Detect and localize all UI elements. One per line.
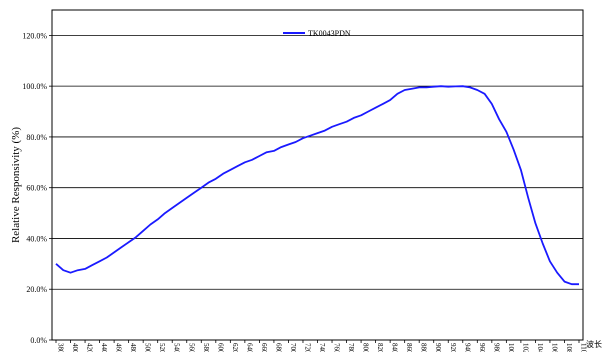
- x-tick-label: 380: [57, 343, 65, 352]
- y-tick-label: 120.0%: [22, 31, 47, 40]
- x-tick-label: 720: [303, 343, 311, 352]
- legend: TK0043PDN: [283, 29, 351, 38]
- y-tick-label: 60.0%: [26, 184, 47, 193]
- x-tick-label: 560: [187, 343, 195, 352]
- x-tick-label: 880: [420, 343, 428, 352]
- x-tick-label: 520: [158, 343, 166, 352]
- x-tick-label: 620: [231, 343, 239, 352]
- legend-label: TK0043PDN: [308, 29, 351, 38]
- y-tick-label: 20.0%: [26, 285, 47, 294]
- x-tick-label: 940: [463, 343, 471, 352]
- x-tick-label: 780: [347, 343, 355, 352]
- x-tick-label: 960: [478, 343, 486, 352]
- x-tick-label: 840: [391, 343, 399, 352]
- y-axis-ticks: 0.0% 20.0% 40.0% 60.0% 80.0% 100.0% 120.0%: [22, 31, 52, 345]
- y-tick-label: 0.0%: [30, 336, 47, 345]
- x-tick-label: 1020: [521, 343, 529, 352]
- x-tick-label: 600: [216, 343, 224, 352]
- x-tick-label: 800: [362, 343, 370, 352]
- x-tick-label: 760: [333, 343, 341, 352]
- x-tick-label: 500: [144, 343, 152, 352]
- x-tick-label: 1000: [507, 343, 515, 352]
- x-tick-label: 920: [449, 343, 457, 352]
- x-tick-label: 980: [492, 343, 500, 352]
- x-tick-label: 740: [318, 343, 326, 352]
- x-axis-unit-label: 波长: [586, 339, 602, 349]
- x-tick-label: 420: [86, 343, 94, 352]
- x-tick-label: 440: [100, 343, 108, 352]
- x-tick-label: 460: [115, 343, 123, 352]
- series-layer: [55, 85, 579, 286]
- y-tick-label: 80.0%: [26, 133, 47, 142]
- x-tick-label: 680: [274, 343, 282, 352]
- x-tick-label: 700: [289, 343, 297, 352]
- x-tick-label: 1040: [536, 343, 544, 352]
- x-tick-label: 1100: [580, 343, 588, 352]
- x-tick-label: 820: [376, 343, 384, 352]
- y-tick-label: 40.0%: [26, 234, 47, 243]
- x-tick-label: 580: [202, 343, 210, 352]
- y-tick-label: 100.0%: [22, 82, 47, 91]
- series-line: [55, 85, 579, 286]
- x-tick-label: 660: [260, 343, 268, 352]
- x-tick-label: 480: [129, 343, 137, 352]
- x-tick-label: 400: [71, 343, 79, 352]
- x-tick-label: 540: [173, 343, 181, 352]
- x-tick-label: 900: [434, 343, 442, 352]
- x-tick-label: 1080: [565, 343, 573, 352]
- x-axis-ticks: 380 400 420 440 460 480 500 520 540 560 580 600 620 6…: [55, 340, 588, 357]
- x-tick-label: 640: [245, 343, 253, 352]
- y-axis-label: Relative Responsivity (%): [10, 127, 22, 243]
- x-tick-label: 1060: [550, 343, 558, 352]
- grid-lines: [52, 34, 583, 290]
- plot-area: [51, 9, 584, 341]
- x-tick-label: 860: [405, 343, 413, 352]
